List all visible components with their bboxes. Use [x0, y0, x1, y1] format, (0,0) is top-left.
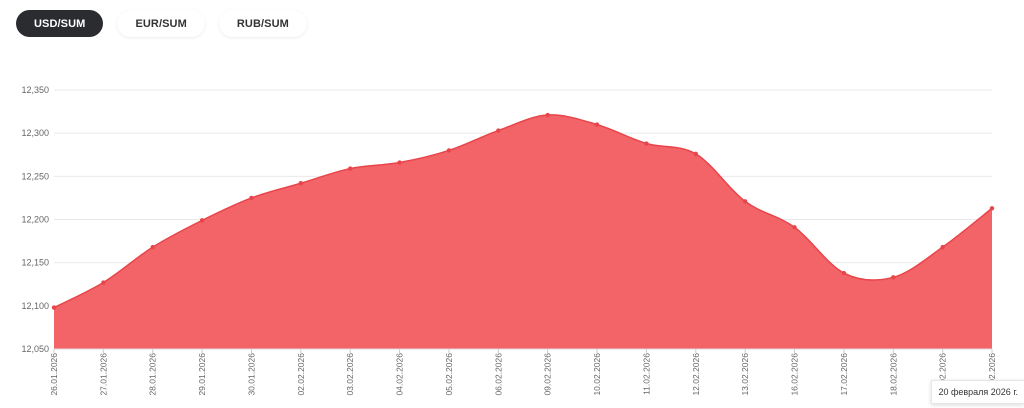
y-tick-label: 12,250	[21, 171, 49, 181]
y-tick-label: 12,200	[21, 215, 49, 225]
data-point	[348, 166, 353, 171]
x-tick-label: 12.02.2026	[691, 353, 701, 396]
x-tick-label: 11.02.2026	[641, 353, 651, 395]
tab-eur-sum[interactable]: EUR/SUM	[117, 10, 205, 37]
x-tick-label: 27.01.2026	[98, 353, 108, 396]
x-tick-label: 18.02.2026	[888, 353, 898, 396]
x-tick-label: 16.02.2026	[790, 353, 800, 396]
data-point	[644, 141, 649, 146]
x-tick-label: 28.01.2026	[148, 353, 158, 396]
x-tick-label: 20.02.2026	[987, 353, 997, 396]
data-point	[249, 195, 254, 201]
data-point	[545, 112, 550, 118]
x-tick-label: 17.02.2026	[839, 353, 849, 396]
data-point	[594, 122, 600, 127]
data-point	[397, 160, 402, 165]
x-tick-label: 09.02.2026	[543, 353, 553, 396]
data-point	[496, 128, 501, 133]
y-tick-label: 12,150	[21, 258, 49, 268]
x-tick-label: 30.01.2026	[246, 353, 256, 396]
data-point	[199, 218, 205, 223]
x-tick-label: 06.02.2026	[493, 353, 503, 396]
x-tick-label: 04.02.2026	[395, 353, 405, 396]
data-point	[792, 225, 797, 230]
data-point	[989, 206, 995, 211]
data-point	[446, 148, 452, 153]
x-tick-label: 19.02.2026	[938, 353, 948, 396]
tab-usd-sum[interactable]: USD/SUM	[16, 10, 104, 37]
y-tick-label: 12,050	[21, 344, 49, 354]
data-point	[101, 280, 106, 285]
x-tick-label: 26.01.2026	[49, 353, 59, 396]
data-point	[841, 270, 847, 276]
series-area	[54, 114, 992, 350]
data-point	[51, 305, 57, 310]
data-point	[742, 199, 748, 204]
tab-rub-sum[interactable]: RUB/SUM	[218, 10, 307, 37]
chart-tooltip: 20 февраля 2026 г.	[931, 380, 1024, 404]
data-point	[150, 244, 155, 250]
data-point	[693, 151, 698, 157]
series-line	[53, 114, 993, 309]
x-tick-label: 02.02.2026	[296, 353, 306, 396]
x-tick-label: 03.02.2026	[345, 353, 355, 396]
data-point	[298, 181, 304, 186]
y-tick-label: 12,100	[21, 301, 49, 311]
x-tick-label: 29.01.2026	[197, 353, 207, 396]
x-tick-label: 10.02.2026	[592, 353, 602, 396]
x-tick-label: 13.02.2026	[740, 353, 750, 396]
currency-tabs: USD/SUM EUR/SUM RUB/SUM	[16, 10, 307, 37]
x-tick-label: 05.02.2026	[444, 353, 454, 396]
y-tick-label: 12,300	[21, 128, 49, 138]
data-point	[891, 275, 896, 280]
y-tick-label: 12,350	[21, 85, 49, 95]
data-point	[940, 244, 945, 250]
